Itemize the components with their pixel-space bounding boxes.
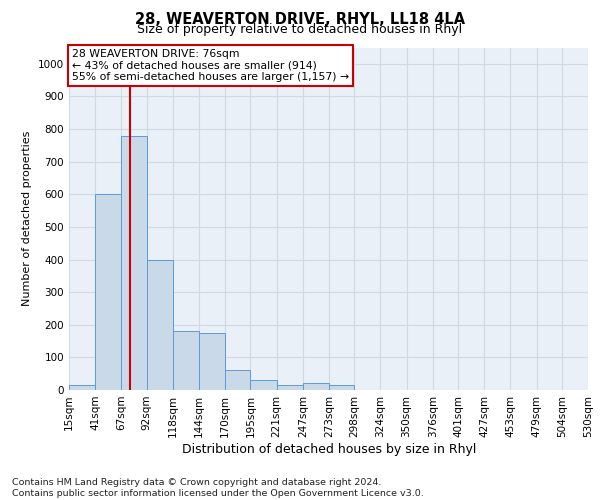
Text: 28, WEAVERTON DRIVE, RHYL, LL18 4LA: 28, WEAVERTON DRIVE, RHYL, LL18 4LA (135, 12, 465, 28)
Bar (329, 385, 354, 390)
Bar (173, 332, 199, 390)
Text: Contains HM Land Registry data © Crown copyright and database right 2024.
Contai: Contains HM Land Registry data © Crown c… (12, 478, 424, 498)
Bar (250, 380, 277, 390)
Y-axis label: Number of detached properties: Number of detached properties (22, 131, 32, 306)
Bar (303, 384, 329, 390)
Bar (146, 260, 173, 390)
Bar (225, 370, 250, 390)
Bar (69, 385, 95, 390)
Bar (95, 194, 121, 390)
Bar (277, 385, 303, 390)
Bar (199, 333, 225, 390)
Text: Distribution of detached houses by size in Rhyl: Distribution of detached houses by size … (182, 442, 476, 456)
Text: 28 WEAVERTON DRIVE: 76sqm
← 43% of detached houses are smaller (914)
55% of semi: 28 WEAVERTON DRIVE: 76sqm ← 43% of detac… (71, 49, 349, 82)
Bar (121, 136, 146, 390)
Text: Size of property relative to detached houses in Rhyl: Size of property relative to detached ho… (137, 22, 463, 36)
